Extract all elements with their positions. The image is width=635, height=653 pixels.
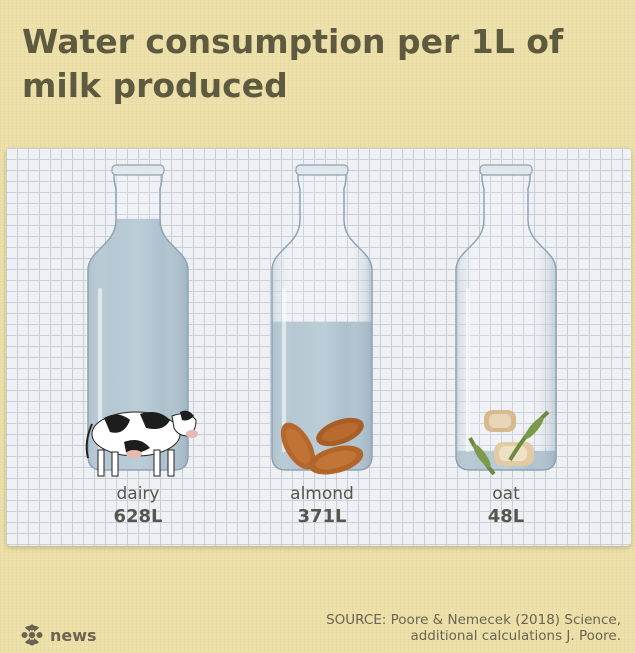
source-line-2: additional calculations J. Poore.: [410, 628, 621, 644]
source-credit: SOURCE: Poore & Nemecek (2018) Science, …: [326, 612, 621, 644]
brand-logo: news: [18, 624, 97, 646]
value-label-dairy: 628L: [113, 506, 163, 527]
cbc-gem-icon: [21, 624, 43, 646]
brand-text: news: [50, 625, 97, 645]
cow-icon: [85, 410, 198, 477]
chart-title: Water consumption per 1L of milk produce…: [22, 22, 564, 105]
source-line-1: SOURCE: Poore & Nemecek (2018) Science,: [326, 612, 621, 628]
bottle-rim-almond: [295, 164, 349, 176]
bottle-almond: [271, 164, 373, 471]
almond-icon: [280, 417, 364, 475]
bottle-glass-oat: [455, 166, 557, 471]
value-label-oat: 48L: [487, 506, 525, 527]
category-label-dairy: dairy: [116, 484, 160, 504]
oat-icon: [468, 410, 550, 476]
category-label-oat: oat: [492, 484, 520, 504]
value-label-almond: 371L: [297, 506, 347, 527]
bottle-glass-almond: [271, 166, 373, 471]
bottle-rim-oat: [479, 164, 533, 176]
bottle-rim-dairy: [111, 164, 165, 176]
category-label-almond: almond: [290, 484, 354, 504]
